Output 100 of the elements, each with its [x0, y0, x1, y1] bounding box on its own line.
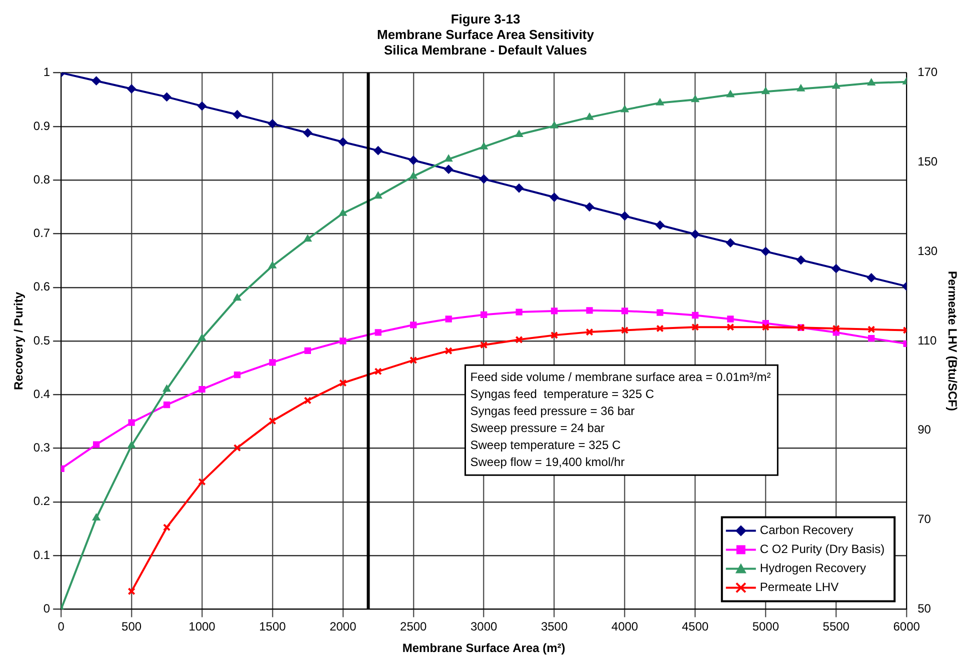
point	[515, 336, 523, 344]
y-tick-label: 0.1	[33, 548, 50, 562]
point	[480, 142, 488, 150]
legend-label: Hydrogen Recovery	[760, 561, 866, 576]
y2-tick-label: 170	[918, 65, 938, 80]
point	[692, 312, 699, 319]
point	[727, 316, 734, 322]
point	[198, 334, 206, 341]
point	[374, 192, 382, 199]
point	[691, 95, 700, 102]
point	[656, 324, 664, 332]
x-tick-label: 0	[58, 620, 65, 634]
point	[586, 112, 594, 120]
point	[304, 396, 312, 404]
y2-tick-label: 150	[918, 154, 938, 169]
point	[340, 338, 346, 344]
point	[234, 371, 241, 378]
y2-tick-label: 70	[918, 512, 932, 526]
legend-label: Permeate LHV	[760, 580, 839, 594]
y-tick-label: 0.5	[33, 333, 50, 348]
point	[374, 146, 383, 156]
point	[832, 324, 840, 332]
point	[726, 238, 735, 248]
point	[726, 90, 734, 98]
annotation: Syngas feed pressure = 36 bar	[470, 404, 635, 418]
point	[410, 356, 418, 364]
point	[868, 334, 875, 342]
y2-tick-label: 130	[918, 244, 938, 258]
y2-axis-title: Permeate LHV (Btu/SCF)	[945, 270, 960, 412]
point	[691, 323, 700, 331]
point	[479, 174, 488, 184]
x-tick-label: 5000	[752, 620, 780, 634]
point	[410, 322, 417, 328]
x-tick-label: 5500	[822, 620, 850, 634]
point	[516, 308, 522, 316]
point	[656, 98, 664, 106]
point	[656, 309, 664, 316]
point	[867, 78, 876, 86]
annotation: Feed side volume / membrane surface area = 0.01m³/m²	[470, 370, 771, 384]
point	[409, 172, 418, 179]
point	[586, 328, 594, 336]
point	[620, 212, 630, 221]
y-tick-label: 0.9	[33, 118, 50, 133]
point	[338, 208, 347, 216]
y-tick-label: 0.2	[33, 494, 50, 508]
text: Silica Membrane - Default Values	[384, 42, 588, 58]
x-axis-title: Membrane Surface Area (m²)	[402, 641, 566, 656]
y-axis-title: Recovery / Purity	[12, 292, 26, 390]
y-tick-label: 0	[43, 602, 50, 616]
point	[127, 84, 136, 94]
point	[162, 524, 171, 532]
point	[162, 92, 172, 102]
point	[374, 329, 382, 336]
point	[374, 368, 382, 376]
point	[585, 202, 594, 212]
point	[761, 246, 770, 256]
point	[232, 110, 242, 120]
point	[832, 82, 840, 89]
point	[128, 587, 136, 596]
point	[550, 308, 558, 314]
x-tick-label: 6000	[893, 620, 920, 634]
annotation: Sweep flow = 19,400 kmol/hr	[470, 454, 625, 469]
point	[128, 441, 136, 448]
x-tick-label: 3000	[470, 620, 498, 634]
point	[796, 256, 806, 265]
point	[198, 386, 206, 393]
point	[128, 419, 135, 426]
point	[304, 347, 312, 354]
point	[198, 102, 206, 111]
x-tick-label: 2000	[330, 620, 357, 634]
y-tick-label: 0.4	[33, 386, 50, 401]
point	[269, 359, 276, 366]
annotation: Sweep pressure = 24 bar	[470, 420, 605, 435]
point	[550, 331, 558, 340]
y2-tick-label: 90	[918, 422, 932, 437]
point	[444, 154, 453, 162]
point	[233, 294, 242, 301]
text: Membrane Surface Area Sensitivity	[377, 26, 594, 42]
point	[408, 156, 418, 165]
point	[514, 184, 524, 193]
point	[515, 130, 524, 137]
point	[304, 234, 312, 242]
y2-tick-label: 50	[918, 602, 932, 616]
text: Figure 3-13	[450, 11, 520, 26]
legend-label: C O2 Purity (Dry Basis)	[760, 542, 885, 556]
point	[586, 307, 593, 314]
point	[338, 137, 348, 146]
point	[92, 76, 101, 86]
point	[655, 220, 664, 230]
point	[620, 105, 629, 112]
x-tick-label: 2500	[400, 620, 428, 634]
y-tick-label: 0.6	[33, 280, 50, 294]
x-tick-label: 4000	[611, 620, 638, 634]
point	[796, 84, 805, 92]
x-tick-label: 1000	[188, 620, 216, 634]
point	[163, 402, 170, 408]
y-tick-label: 0.3	[33, 440, 50, 455]
point	[690, 230, 700, 239]
point	[620, 326, 629, 334]
point	[339, 379, 347, 387]
